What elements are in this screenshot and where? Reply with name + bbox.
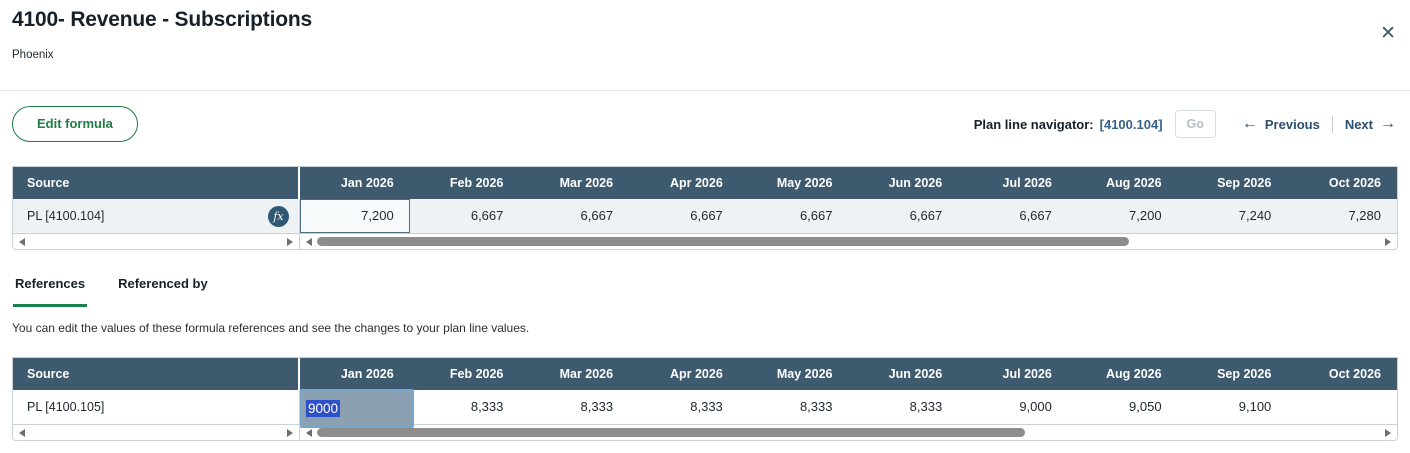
navigator-value[interactable]: [4100.104] xyxy=(1099,116,1163,132)
reference-source-scrollbar[interactable] xyxy=(13,425,300,440)
plan-table-scrollbars xyxy=(13,233,1397,249)
reference-months-scrollbar[interactable] xyxy=(300,425,1397,440)
scroll-right-icon[interactable] xyxy=(287,238,293,246)
month-column-header: Apr 2026 xyxy=(669,367,723,381)
plan-table-header: Source Jan 2026 Feb 2026 Mar 2026 Apr 20… xyxy=(13,167,1397,199)
edit-formula-button[interactable]: Edit formula xyxy=(12,106,138,142)
source-column-header: Source xyxy=(13,167,300,199)
plan-value-cell-selected[interactable]: 7,200 xyxy=(300,199,410,233)
scrollbar-thumb[interactable] xyxy=(317,237,1129,246)
reference-value-cell[interactable]: 8,333 xyxy=(690,399,723,414)
month-column-header: Jul 2026 xyxy=(1002,367,1052,381)
formula-fx-icon[interactable]: fx xyxy=(268,205,289,227)
month-column-header: Jul 2026 xyxy=(1002,176,1052,190)
scroll-right-icon[interactable] xyxy=(1385,238,1391,246)
month-column-header: Aug 2026 xyxy=(1106,367,1162,381)
plan-line-table: Source Jan 2026 Feb 2026 Mar 2026 Apr 20… xyxy=(12,166,1398,250)
page-subtitle: Phoenix xyxy=(12,49,54,61)
reference-value-cell[interactable]: 9,000 xyxy=(1019,399,1052,414)
reference-value-cell[interactable]: 8,333 xyxy=(799,399,833,414)
plan-value-cell[interactable]: 7,240 xyxy=(1238,208,1272,223)
navigator-links: ← Previous Next → xyxy=(1241,115,1396,133)
scroll-left-icon[interactable] xyxy=(306,238,312,246)
reference-source-cell: PL [4100.105] xyxy=(13,390,300,424)
plan-source-label: PL [4100.104] xyxy=(27,209,105,223)
header-divider xyxy=(0,90,1410,91)
selected-input-text: 9000 xyxy=(306,400,341,417)
reference-value-cell[interactable]: 8,333 xyxy=(909,399,943,414)
month-column-header: Feb 2026 xyxy=(449,176,504,190)
navigator-divider xyxy=(1331,115,1333,133)
scroll-left-icon[interactable] xyxy=(19,429,25,437)
plan-months-scrollbar[interactable] xyxy=(300,234,1397,249)
reference-table-scrollbars xyxy=(13,424,1397,440)
tab-referenced-by[interactable]: Referenced by xyxy=(118,276,208,291)
previous-label: Previous xyxy=(1264,116,1320,132)
go-button[interactable]: Go xyxy=(1174,110,1216,138)
next-button[interactable]: Next → xyxy=(1344,115,1396,132)
reference-value-cell-editing: 9000 xyxy=(300,389,415,428)
reference-source-label: PL [4100.105] xyxy=(27,400,105,414)
month-column-header: Oct 2026 xyxy=(1328,176,1381,190)
plan-value-cell[interactable]: 7,280 xyxy=(1348,208,1381,223)
page-title: 4100- Revenue - Subscriptions xyxy=(12,8,312,31)
plan-source-cell: PL [4100.104] fx xyxy=(13,199,300,233)
plan-value-cell[interactable]: 6,667 xyxy=(690,208,723,223)
month-column-header: Oct 2026 xyxy=(1328,367,1381,381)
month-column-header: Jan 2026 xyxy=(340,367,394,381)
plan-value-cell[interactable]: 6,667 xyxy=(1019,208,1052,223)
reference-table-header: Source Jan 2026 Feb 2026 Mar 2026 Apr 20… xyxy=(13,358,1397,390)
plan-value-cell[interactable]: 6,667 xyxy=(909,208,943,223)
reference-value-cell[interactable]: 9,050 xyxy=(1129,399,1162,414)
plan-value-cell[interactable]: 7,200 xyxy=(1129,208,1162,223)
previous-button[interactable]: ← Previous xyxy=(1241,115,1320,132)
month-column-header: Apr 2026 xyxy=(669,176,723,190)
reference-value-cell[interactable]: 9,100 xyxy=(1238,399,1272,414)
plan-value-cell[interactable]: 6,667 xyxy=(470,208,504,223)
scroll-left-icon[interactable] xyxy=(306,429,312,437)
navigator-label: Plan line navigator: xyxy=(973,116,1094,132)
arrow-left-icon: ← xyxy=(1241,115,1258,132)
month-column-header: Jun 2026 xyxy=(888,367,943,381)
plan-value-cell[interactable]: 6,667 xyxy=(580,208,614,223)
month-column-header: Jun 2026 xyxy=(888,176,943,190)
plan-line-navigator: Plan line navigator: [4100.104] Go ← Pre… xyxy=(974,106,1396,142)
reference-table: Source Jan 2026 Feb 2026 Mar 2026 Apr 20… xyxy=(12,357,1398,441)
reference-value-cell[interactable]: 8,333 xyxy=(470,399,504,414)
month-column-header: May 2026 xyxy=(776,176,833,190)
scrollbar-thumb[interactable] xyxy=(317,428,1025,437)
plan-table-row: PL [4100.104] fx 7,200 6,667 6,667 6,667… xyxy=(13,199,1397,233)
month-column-header: Mar 2026 xyxy=(559,176,614,190)
next-label: Next xyxy=(1344,116,1373,132)
reference-table-row: PL [4100.105] 9000 8,333 8,333 8,333 8,3… xyxy=(13,389,1397,428)
scroll-right-icon[interactable] xyxy=(287,429,293,437)
plan-value-cell[interactable]: 6,667 xyxy=(799,208,833,223)
close-icon[interactable]: ✕ xyxy=(1380,23,1396,44)
scroll-right-icon[interactable] xyxy=(1385,429,1391,437)
scroll-left-icon[interactable] xyxy=(19,238,25,246)
plan-source-scrollbar[interactable] xyxy=(13,234,300,249)
reference-tabs: References Referenced by xyxy=(13,276,210,307)
value-edit-input[interactable]: 9000 xyxy=(300,389,415,428)
tab-references[interactable]: References xyxy=(13,276,88,307)
month-column-header: Aug 2026 xyxy=(1106,176,1162,190)
source-column-header: Source xyxy=(13,358,300,390)
month-column-header: Mar 2026 xyxy=(559,367,614,381)
month-column-header: Sep 2026 xyxy=(1217,367,1272,381)
month-column-header: May 2026 xyxy=(776,367,833,381)
arrow-right-icon: → xyxy=(1380,115,1396,132)
month-column-header: Feb 2026 xyxy=(449,367,504,381)
month-column-header: Sep 2026 xyxy=(1217,176,1272,190)
reference-value-cell[interactable]: 8,333 xyxy=(580,399,614,414)
references-description: You can edit the values of these formula… xyxy=(12,321,530,335)
month-column-header: Jan 2026 xyxy=(340,176,394,190)
